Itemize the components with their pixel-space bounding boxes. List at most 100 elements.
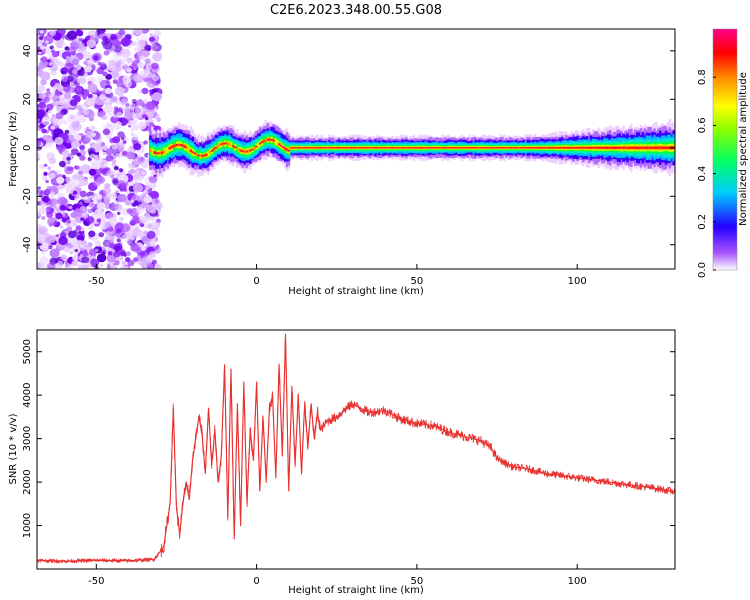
snr-data-point — [272, 394, 274, 396]
noise-speckle — [42, 134, 49, 141]
noise-speckle — [38, 206, 47, 215]
snr-data-point — [345, 407, 347, 409]
noise-speckle — [88, 230, 96, 238]
snr-panel: -50 0 50 100 1000 2000 3000 4000 5000 Height of … — [8, 329, 676, 596]
snr-data-point — [217, 481, 219, 483]
noise-speckle — [130, 128, 135, 132]
signal-band-segment — [668, 146, 672, 150]
signal-band-segment — [372, 147, 375, 149]
signal-band-segment — [312, 147, 316, 149]
noise-speckle — [37, 196, 42, 202]
signal-band-segment — [214, 146, 218, 149]
spectrogram-plot-area — [37, 29, 675, 269]
snr-data-point — [246, 503, 248, 505]
snr-data-point — [297, 394, 299, 396]
snr-data-point — [281, 455, 283, 457]
signal-band-segment — [508, 147, 512, 149]
signal-band-segment — [366, 147, 370, 149]
noise-speckle — [77, 42, 85, 49]
signal-band-segment — [401, 147, 404, 149]
signal-band-segment — [583, 147, 587, 149]
signal-band-segment — [660, 146, 664, 149]
noise-speckle — [55, 112, 64, 120]
noise-speckle — [133, 143, 142, 151]
snr-data-point — [204, 472, 206, 474]
signal-band-segment — [181, 144, 185, 147]
signal-band-segment — [195, 152, 198, 157]
signal-band-segment — [299, 147, 302, 149]
snr-data-point — [198, 416, 200, 418]
snr-data-point — [416, 422, 418, 424]
signal-band-segment — [616, 146, 620, 149]
signal-band-segment — [458, 147, 462, 149]
noise-speckle — [140, 246, 147, 251]
noise-speckle — [152, 52, 162, 62]
noise-speckle — [83, 196, 91, 204]
signal-band-segment — [624, 146, 627, 149]
colorbar-label: Normalized spectral amplitude — [738, 72, 749, 226]
noise-speckle — [98, 232, 104, 238]
noise-speckle — [142, 111, 146, 115]
snr-data-point — [640, 485, 642, 487]
noise-speckle — [41, 175, 48, 181]
noise-speckle — [83, 60, 88, 65]
noise-speckle — [81, 256, 90, 264]
signal-band-segment — [395, 147, 398, 149]
noise-speckle — [79, 38, 83, 42]
noise-speckle — [43, 96, 50, 103]
noise-speckle — [37, 109, 45, 119]
signal-band-segment — [345, 147, 348, 149]
signal-band-segment — [591, 147, 595, 149]
signal-band-segment — [580, 146, 583, 149]
noise-speckle — [155, 218, 161, 224]
noise-speckle — [71, 260, 78, 266]
noise-speckle — [57, 196, 68, 206]
snr-data-point — [259, 490, 261, 492]
signal-band-segment — [403, 147, 406, 149]
noise-speckle — [147, 111, 154, 118]
noise-speckle — [74, 165, 80, 170]
noise-speckle — [79, 190, 87, 198]
noise-speckle — [76, 239, 83, 246]
noise-speckle — [112, 136, 121, 144]
snr-data-point — [233, 538, 235, 540]
noise-speckle — [115, 65, 122, 72]
snr-data-point — [230, 368, 232, 370]
noise-speckle — [138, 206, 142, 210]
noise-speckle — [130, 132, 135, 136]
noise-speckle — [66, 226, 73, 232]
snr-data-point — [307, 446, 309, 448]
noise-speckle — [131, 98, 137, 104]
noise-speckle — [132, 156, 143, 166]
signal-band-segment — [578, 147, 581, 149]
snr-x-tick-label: 100 — [568, 576, 587, 587]
signal-band-segment — [222, 142, 225, 145]
snr-data-point — [624, 483, 626, 485]
spectrogram-axes: -50 0 50 100 -40 -20 0 20 40 — [22, 44, 675, 287]
noise-speckle — [133, 257, 139, 262]
noise-speckle — [42, 251, 46, 255]
noise-speckle — [151, 62, 159, 70]
noise-speckle — [92, 95, 97, 100]
noise-speckle — [96, 193, 103, 200]
signal-band-segment — [270, 139, 273, 141]
signal-band-segment — [233, 146, 237, 149]
noise-speckle — [37, 141, 41, 146]
signal-band-segment — [597, 146, 600, 149]
noise-speckle — [101, 114, 108, 121]
signal-band-segment — [178, 143, 181, 147]
signal-band-segment — [206, 150, 210, 157]
noise-speckle — [96, 253, 107, 263]
signal-band-segment — [316, 147, 320, 149]
signal-band-segment — [158, 151, 162, 156]
noise-speckle — [105, 154, 114, 162]
noise-speckle — [47, 262, 56, 269]
noise-speckle — [64, 46, 70, 51]
snr-data-point — [207, 407, 210, 409]
noise-speckle — [37, 262, 42, 269]
signal-band-segment — [489, 147, 493, 149]
signal-band-segment — [609, 146, 612, 149]
snr-noise-trace — [37, 335, 675, 564]
snr-data-point — [352, 403, 354, 405]
noise-speckle — [151, 259, 157, 265]
